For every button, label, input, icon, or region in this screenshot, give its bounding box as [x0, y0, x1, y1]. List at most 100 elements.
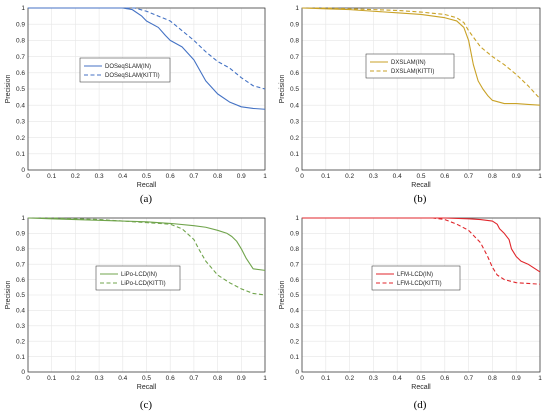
x-tick-label: 0.4	[393, 375, 402, 382]
x-tick-label: 0.2	[71, 375, 80, 382]
x-tick-label: 0.1	[321, 173, 330, 180]
y-tick-label: 1	[295, 5, 299, 12]
y-tick-label: 0.1	[16, 354, 25, 361]
y-tick-label: 0.3	[290, 119, 299, 126]
y-tick-label: 0.5	[16, 292, 25, 299]
series-line-2	[28, 217, 266, 296]
y-tick-label: 0	[21, 369, 25, 376]
x-tick-label: 0.2	[71, 173, 80, 180]
y-tick-label: 0.2	[290, 135, 299, 142]
legend: DOSeqSLAM(IN) DOSeqSLAM(KITTI)	[79, 57, 171, 83]
y-tick-label: 0.4	[16, 308, 25, 315]
y-axis-label: Precision	[279, 75, 286, 104]
y-tick-label: 0.7	[16, 261, 25, 268]
x-tick-label: 0.5	[416, 375, 425, 382]
legend-box	[95, 265, 181, 291]
series-line-1	[28, 7, 266, 110]
y-tick-label: 0.5	[290, 292, 299, 299]
y-tick-label: 0.6	[16, 70, 25, 77]
x-axis-label: Recall	[411, 384, 431, 391]
x-tick-label: 0.6	[166, 375, 175, 382]
legend-entry-1: DXSLAM(IN)	[391, 60, 426, 66]
x-tick-label: 0.4	[393, 173, 402, 180]
x-tick-label: 0	[300, 173, 304, 180]
series-line-1	[27, 217, 266, 271]
y-tick-label: 0.9	[16, 21, 25, 28]
legend-entry-2: LFM-LCD(KITTI)	[397, 281, 442, 287]
y-tick-label: 0.4	[290, 102, 299, 109]
x-tick-label: 0.8	[213, 173, 222, 180]
legend: LFM-LCD(IN) LFM-LCD(KITTI)	[371, 265, 461, 291]
y-tick-label: 0.6	[16, 277, 25, 284]
y-tick-label: 0.2	[16, 338, 25, 345]
chart-panel-1: 0 0.1 0.2 0.3 0.4 0.5 0.6 0.7 0.8 0.9 1 0 0.1 0.2 0.3 0…	[5, 5, 267, 205]
y-tick-label: 0.2	[16, 135, 25, 142]
axes-frame	[27, 217, 266, 373]
legend-entry-1: LFM-LCD(IN)	[397, 272, 433, 278]
x-tick-label: 0	[26, 375, 30, 382]
y-tick-label: 0	[295, 369, 299, 376]
y-tick-label: 1	[295, 215, 299, 222]
x-tick-label: 1	[263, 173, 267, 180]
y-tick-label: 0.4	[290, 308, 299, 315]
legend-box	[365, 53, 455, 79]
x-tick-label: 1	[538, 375, 542, 382]
series-line-2	[302, 7, 541, 100]
x-tick-label: 0.8	[488, 375, 497, 382]
axes-frame	[301, 7, 541, 171]
x-tick-label: 0.5	[142, 173, 151, 180]
y-tick-label: 0.9	[290, 21, 299, 28]
x-tick-label: 0.1	[321, 375, 330, 382]
y-tick-label: 0.8	[290, 246, 299, 253]
panel-caption: (b)	[414, 193, 427, 205]
legend-entry-2: LiPo-LCD(KITTI)	[121, 281, 166, 287]
legend: LiPo-LCD(IN) LiPo-LCD(KITTI)	[95, 265, 181, 291]
x-tick-label: 0.9	[237, 375, 246, 382]
y-tick-label: 0.9	[16, 231, 25, 238]
y-tick-label: 0.7	[290, 54, 299, 61]
y-tick-label: 0.8	[16, 38, 25, 45]
x-tick-label: 0.6	[440, 173, 449, 180]
chart-panel-2: 0 0.1 0.2 0.3 0.4 0.5 0.6 0.7 0.8 0.9 1 0 0.1 0.2 0.3 0…	[279, 5, 542, 205]
x-tick-label: 1	[263, 375, 267, 382]
x-tick-label: 0.6	[166, 173, 175, 180]
y-axis-label: Precision	[5, 281, 12, 310]
x-tick-label: 0.2	[345, 173, 354, 180]
y-tick-label: 0.9	[290, 231, 299, 238]
x-tick-label: 0	[300, 375, 304, 382]
x-tick-label: 0.6	[440, 375, 449, 382]
chart-panel-4: 0 0.1 0.2 0.3 0.4 0.5 0.6 0.7 0.8 0.9 1 0 0.1 0.2 0.3 0…	[279, 215, 542, 411]
x-tick-label: 0.2	[345, 375, 354, 382]
y-tick-label: 0.1	[290, 354, 299, 361]
panel-caption: (a)	[140, 193, 153, 205]
x-tick-label: 0.3	[95, 375, 104, 382]
y-tick-label: 1	[21, 215, 25, 222]
x-tick-label: 0.4	[118, 173, 127, 180]
series-line-1	[301, 7, 541, 106]
x-tick-label: 0.3	[369, 173, 378, 180]
chart-panel-3: 0 0.1 0.2 0.3 0.4 0.5 0.6 0.7 0.8 0.9 1 0 0.1 0.2 0.3 0…	[5, 215, 267, 411]
y-tick-label: 0.8	[290, 38, 299, 45]
y-tick-label: 0.3	[16, 119, 25, 126]
y-axis-label: Precision	[279, 281, 286, 310]
x-tick-label: 0.7	[189, 173, 198, 180]
legend-entry-1: DOSeqSLAM(IN)	[105, 64, 151, 70]
legend-entry-2: DOSeqSLAM(KITTI)	[105, 73, 160, 79]
x-tick-label: 0.3	[95, 173, 104, 180]
y-tick-label: 0.3	[290, 323, 299, 330]
x-tick-label: 0.5	[416, 173, 425, 180]
x-tick-label: 0.7	[464, 173, 473, 180]
x-tick-label: 0.8	[213, 375, 222, 382]
x-axis-label: Recall	[411, 182, 431, 189]
x-tick-label: 0.5	[142, 375, 151, 382]
y-tick-label: 0.5	[16, 86, 25, 93]
legend-entry-1: LiPo-LCD(IN)	[121, 272, 157, 278]
y-tick-label: 0.4	[16, 102, 25, 109]
series-line-1	[302, 217, 541, 273]
x-tick-label: 0.9	[237, 173, 246, 180]
x-axis-label: Recall	[137, 182, 157, 189]
legend-entry-2: DXSLAM(KITTI)	[391, 69, 434, 75]
x-tick-label: 0.9	[512, 375, 521, 382]
x-tick-label: 0.4	[118, 375, 127, 382]
